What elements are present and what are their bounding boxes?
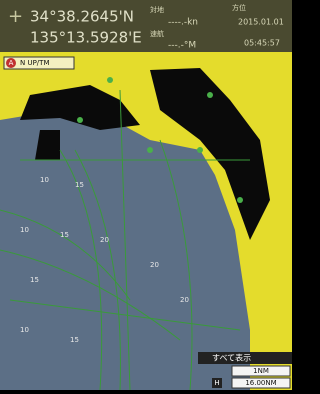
mode-badge: A [9, 59, 14, 67]
crosshair-icon: + [8, 6, 23, 27]
course: ---.-°M [168, 41, 196, 51]
label-ground: 対地 [150, 5, 164, 14]
show-all: すべて表示 [212, 353, 251, 363]
label-speed: 速航 [150, 29, 164, 38]
label-heading: 方位 [232, 3, 246, 12]
depth-label: 10 [40, 176, 49, 184]
mode-text: N UP/TM [20, 59, 49, 67]
plotter-screen: 10 15 10 15 20 15 20 10 15 20 + 34°38.26… [0, 0, 292, 390]
speed: ----.-kn [168, 18, 198, 28]
longitude: 135°13.5928'E [30, 29, 142, 47]
scale: 1NM [253, 367, 269, 375]
latitude: 34°38.2645'N [30, 8, 134, 26]
time: 05:45:57 [244, 39, 280, 48]
depth-label: 20 [180, 296, 189, 304]
depth-label: 15 [75, 181, 84, 189]
depth-label: 15 [30, 276, 39, 284]
depth-label: 10 [20, 326, 29, 334]
depth-label: 20 [100, 236, 109, 244]
depth-label: 15 [60, 231, 69, 239]
range-badge: H [214, 379, 219, 387]
depth-label: 10 [20, 226, 29, 234]
range: 16.00NM [245, 379, 276, 387]
date: 2015.01.01 [238, 18, 284, 27]
depth-label: 15 [70, 336, 79, 344]
depth-label: 20 [150, 261, 159, 269]
